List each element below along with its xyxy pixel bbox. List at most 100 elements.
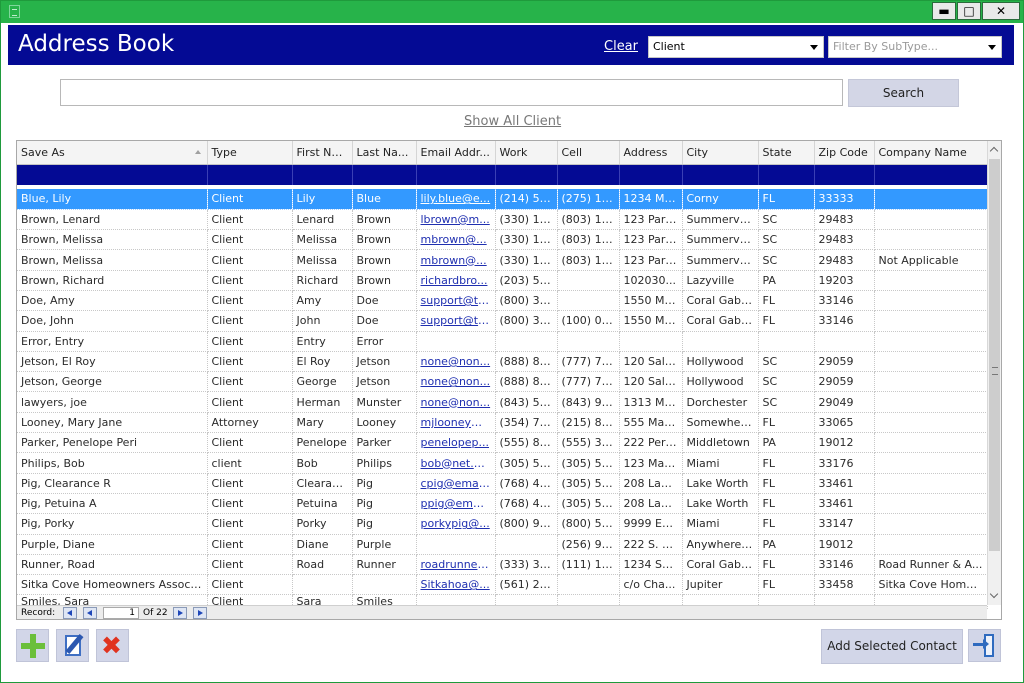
email-link[interactable]: mbrown@... (416, 229, 496, 251)
table-cell (874, 331, 988, 352)
table-cell: Client (207, 209, 293, 231)
column-header[interactable]: City (682, 141, 759, 165)
column-header[interactable]: Type (207, 141, 293, 165)
table-row[interactable]: Error, Entry Client Entry Error (17, 331, 988, 352)
email-link[interactable]: support@tr... (416, 290, 496, 312)
table-row[interactable]: Pig, Porky Client Porky Pig porkypig@... (800… (17, 513, 988, 535)
previous-record-icon[interactable] (83, 607, 97, 619)
table-row[interactable]: Philips, Bob client Bob Philips bob@net.o...… (17, 452, 988, 474)
filter-cell[interactable] (758, 164, 815, 185)
email-link[interactable]: support@tr... (416, 310, 496, 332)
table-row[interactable]: Pig, Petuina A Client Petuina Pig ppig@emai.… (17, 493, 988, 515)
column-header[interactable]: State (758, 141, 815, 165)
filter-cell[interactable] (682, 164, 759, 185)
email-link[interactable]: porkypig@... (416, 513, 496, 535)
table-row[interactable]: Blue, Lily Client Lily Blue lily.blue@e... (2… (17, 189, 988, 210)
table-row[interactable]: lawyers, joe Client Herman Munster none@non.… (17, 391, 988, 413)
close-button[interactable]: ✕ (982, 2, 1020, 20)
type-filter-select[interactable]: Client (648, 36, 824, 58)
last-record-icon[interactable] (193, 607, 207, 619)
filter-cell[interactable] (874, 164, 988, 185)
table-row[interactable]: Purple, Diane Client Diane Purple (256) 98..… (17, 534, 988, 555)
table-row[interactable]: Brown, Richard Client Richard Brown richardb… (17, 270, 988, 291)
filter-cell[interactable] (495, 164, 558, 185)
search-input[interactable] (60, 79, 843, 106)
first-record-icon[interactable] (63, 607, 77, 619)
filter-cell[interactable] (207, 164, 293, 185)
email-link[interactable]: ppig@emai... (416, 493, 496, 515)
table-row[interactable]: Jetson, El Roy Client El Roy Jetson none@non… (17, 351, 988, 373)
record-number-input[interactable]: 1 (103, 607, 139, 619)
table-cell: 222 S. 3r... (619, 534, 683, 555)
email-link[interactable]: bob@net.o... (416, 452, 496, 474)
minimize-button[interactable]: ▬ (932, 2, 956, 20)
table-row[interactable]: Runner, Road Client Road Runner roadrunner..… (17, 554, 988, 576)
sort-ascending-icon (194, 150, 201, 154)
filter-row[interactable] (17, 164, 988, 185)
table-row[interactable]: Brown, Melissa Client Melissa Brown mbrown@.… (17, 249, 988, 271)
email-link[interactable]: mbrown@... (416, 249, 496, 271)
email-link[interactable]: penelopep... (416, 432, 496, 454)
filter-cell[interactable] (416, 164, 496, 185)
table-cell: Clearance (292, 473, 353, 494)
email-link[interactable]: lily.blue@e... (416, 189, 496, 210)
column-header[interactable]: Save As (17, 141, 208, 165)
table-cell: Client (207, 391, 293, 413)
show-all-link[interactable]: Show All Client (464, 114, 562, 129)
table-row[interactable]: Doe, Amy Client Amy Doe support@tr... (800) 3… (17, 290, 988, 312)
table-cell (874, 432, 988, 454)
clear-link[interactable]: Clear (604, 39, 638, 54)
filter-cell[interactable] (619, 164, 683, 185)
scroll-thumb[interactable] (989, 159, 1000, 551)
add-contact-button[interactable] (16, 629, 49, 662)
column-header[interactable]: Company Name (874, 141, 988, 165)
email-link[interactable]: lbrown@m... (416, 209, 496, 231)
edit-contact-button[interactable] (56, 629, 89, 662)
table-row[interactable]: Brown, Lenard Client Lenard Brown lbrown@m..… (17, 209, 988, 231)
column-header[interactable]: Email Addr... (416, 141, 496, 165)
email-link[interactable]: cpig@email... (416, 473, 496, 494)
table-cell: (843) 55... (495, 391, 558, 413)
add-selected-contact-button[interactable]: Add Selected Contact (821, 629, 963, 664)
table-row[interactable]: Looney, Mary Jane Attorney Mary Looney mjloo… (17, 412, 988, 434)
delete-contact-button[interactable]: ✖ (96, 629, 129, 662)
column-header[interactable]: Zip Code (814, 141, 875, 165)
email-link[interactable]: none@non... (416, 351, 496, 373)
table-cell: (777) 77... (557, 351, 620, 373)
table-cell (874, 473, 988, 494)
email-link[interactable]: roadrunner... (416, 554, 496, 576)
filter-cell[interactable] (352, 164, 417, 185)
table-cell: Pig (352, 473, 417, 494)
exit-button[interactable] (968, 629, 1001, 662)
column-header[interactable]: First Na... (292, 141, 353, 165)
filter-cell[interactable] (557, 164, 620, 185)
column-header[interactable]: Work (495, 141, 558, 165)
scroll-up-icon[interactable] (989, 143, 1001, 157)
table-cell: 555 Mai... (619, 412, 683, 434)
email-link[interactable]: none@non... (416, 371, 496, 393)
filter-cell[interactable] (292, 164, 353, 185)
maximize-button[interactable]: □ (957, 2, 981, 20)
email-link[interactable]: mjlooney@... (416, 412, 496, 434)
email-link[interactable]: Sitkahoa@... (416, 574, 496, 596)
table-cell: Client (207, 493, 293, 515)
table-row[interactable]: Jetson, George Client George Jetson none@non… (17, 371, 988, 393)
search-button[interactable]: Search (848, 79, 959, 107)
email-link[interactable]: none@non... (416, 391, 496, 413)
column-header[interactable]: Address (619, 141, 683, 165)
scroll-down-icon[interactable] (989, 589, 1001, 603)
column-header[interactable]: Cell (557, 141, 620, 165)
table-row[interactable]: Brown, Melissa Client Melissa Brown mbrown@.… (17, 229, 988, 251)
table-row[interactable]: Pig, Clearance R Client Clearance Pig cpig@e… (17, 473, 988, 494)
vertical-scrollbar[interactable] (987, 141, 1001, 605)
subtype-filter-select[interactable]: Filter By SubType... (828, 36, 1002, 58)
column-header[interactable]: Last Na... (352, 141, 417, 165)
filter-cell[interactable] (17, 164, 208, 185)
table-row[interactable]: Doe, John Client John Doe support@tr... (800)… (17, 310, 988, 332)
table-row[interactable]: Sitka Cove Homeowners Associa... Client Si… (17, 574, 988, 596)
email-link[interactable]: richardbro... (416, 270, 496, 291)
filter-cell[interactable] (814, 164, 875, 185)
next-record-icon[interactable] (173, 607, 187, 619)
table-row[interactable]: Parker, Penelope Peri Client Penelope Parke… (17, 432, 988, 454)
table-cell: Client (207, 310, 293, 332)
